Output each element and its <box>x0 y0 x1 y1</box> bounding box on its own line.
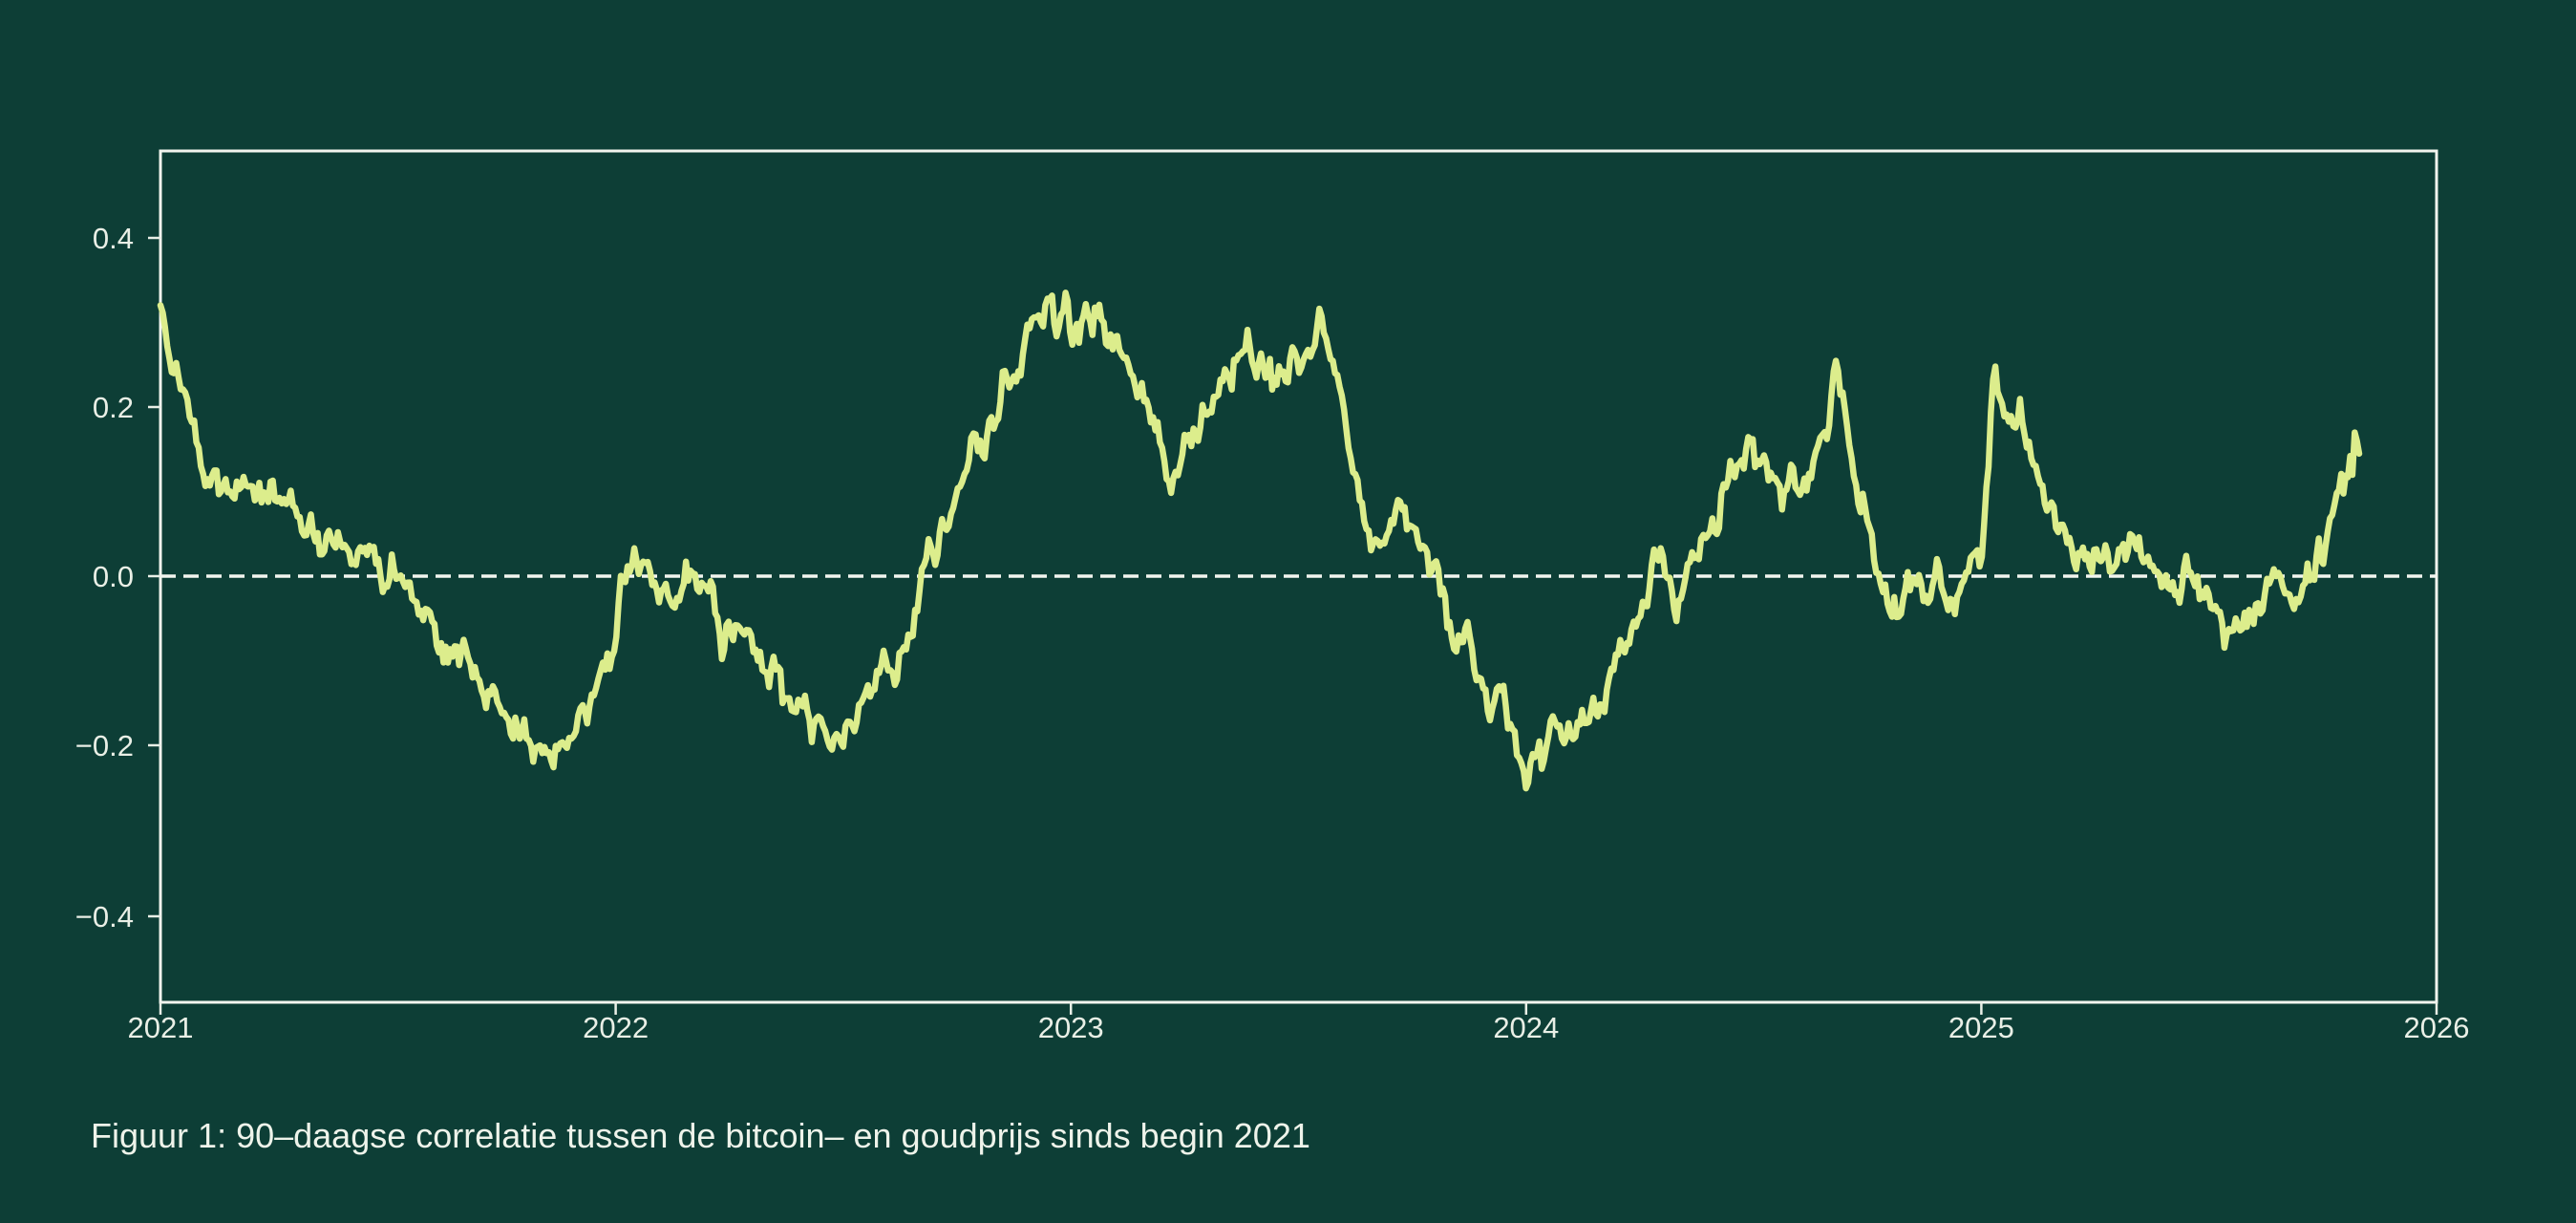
svg-text:−0.4: −0.4 <box>75 900 134 933</box>
svg-text:2025: 2025 <box>1948 1011 2014 1044</box>
svg-text:0.4: 0.4 <box>93 222 134 255</box>
svg-text:−0.2: −0.2 <box>75 729 134 762</box>
svg-text:2026: 2026 <box>2404 1011 2470 1044</box>
svg-text:2022: 2022 <box>583 1011 649 1044</box>
svg-text:2021: 2021 <box>128 1011 194 1044</box>
svg-text:2024: 2024 <box>1493 1011 1559 1044</box>
svg-text:0.2: 0.2 <box>93 391 134 424</box>
svg-text:2023: 2023 <box>1038 1011 1104 1044</box>
svg-text:0.0: 0.0 <box>93 560 134 593</box>
